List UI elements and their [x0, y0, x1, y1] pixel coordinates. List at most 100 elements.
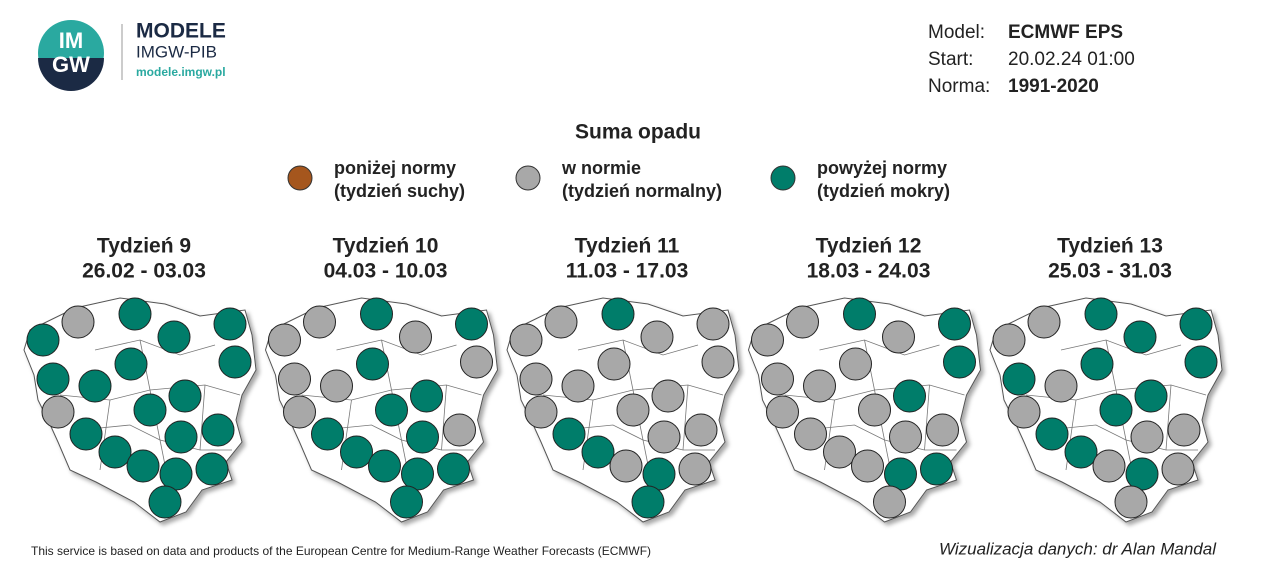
region-border: [682, 384, 689, 451]
station-marker: [41, 395, 75, 429]
week-dates: 18.03 - 24.03: [807, 260, 931, 283]
station-marker: [920, 452, 953, 486]
station-marker: [133, 393, 167, 427]
logo-text: GW: [52, 52, 90, 77]
station-marker: [164, 420, 198, 454]
station-marker: [159, 457, 193, 491]
station-marker: [278, 362, 311, 396]
station-marker: [601, 297, 635, 331]
station-marker: [406, 420, 439, 454]
legend-text: powyżej normy: [817, 158, 947, 178]
station-marker: [992, 323, 1026, 357]
org: IMGW-PIB: [136, 42, 217, 61]
station-marker: [642, 457, 676, 491]
station-marker: [1125, 457, 1159, 491]
legend-text: w normie: [561, 158, 641, 178]
station-marker: [631, 485, 665, 519]
week-title: Tydzień 13: [1057, 235, 1163, 258]
station-marker: [69, 417, 103, 451]
region-border: [1060, 339, 1182, 356]
url: modele.imgw.pl: [136, 65, 226, 79]
region-border: [199, 384, 206, 451]
station-marker: [78, 369, 112, 403]
brand: MODELE: [136, 20, 226, 43]
station-marker: [410, 379, 443, 413]
station-marker: [455, 307, 488, 341]
station-marker: [460, 345, 493, 379]
station-marker: [943, 345, 976, 379]
station-marker: [283, 395, 316, 429]
info-label: Start:: [928, 49, 973, 70]
station-marker: [311, 417, 344, 451]
station-marker: [1179, 307, 1213, 341]
station-marker: [766, 395, 799, 429]
station-marker: [1130, 420, 1164, 454]
region-border: [441, 384, 447, 451]
station-marker: [26, 323, 60, 357]
station-marker: [303, 305, 336, 339]
station-marker: [201, 413, 235, 447]
station-marker: [168, 379, 202, 413]
week-dates: 04.03 - 10.03: [324, 260, 448, 283]
logo-text: IM: [59, 28, 83, 53]
station-marker: [1114, 485, 1148, 519]
station-marker: [268, 323, 301, 357]
footer-left: This service is based on data and produc…: [31, 544, 651, 558]
station-marker: [1099, 393, 1133, 427]
station-marker: [195, 452, 229, 486]
station-marker: [399, 320, 432, 354]
station-marker: [1123, 320, 1157, 354]
station-marker: [36, 362, 70, 396]
station-marker: [544, 305, 578, 339]
logo-lower: [38, 58, 104, 91]
station-marker: [356, 347, 389, 381]
region-border: [1165, 384, 1172, 451]
station-marker: [157, 320, 191, 354]
station-marker: [1027, 305, 1061, 339]
station-marker: [581, 435, 615, 469]
station-marker: [509, 323, 543, 357]
station-marker: [889, 420, 922, 454]
station-marker: [552, 417, 586, 451]
station-marker: [1184, 345, 1218, 379]
station-marker: [696, 307, 730, 341]
station-marker: [1044, 369, 1078, 403]
station-marker: [893, 379, 926, 413]
station-marker: [823, 435, 856, 469]
legend-swatch: [515, 165, 541, 191]
station-marker: [647, 420, 681, 454]
station-marker: [443, 413, 476, 447]
info-value: ECMWF EPS: [1008, 22, 1123, 43]
station-marker: [1064, 435, 1098, 469]
info-label: Norma:: [928, 76, 990, 97]
info-value: 1991-2020: [1008, 76, 1099, 97]
legend-text: poniżej normy: [334, 158, 456, 178]
station-marker: [1134, 379, 1168, 413]
week-dates: 11.03 - 17.03: [566, 260, 689, 283]
station-marker: [1035, 417, 1069, 451]
week-title: Tydzień 12: [816, 235, 922, 258]
station-marker: [320, 369, 353, 403]
station-marker: [340, 435, 373, 469]
station-marker: [651, 379, 685, 413]
week-title: Tydzień 11: [575, 235, 680, 258]
title: Suma opadu: [575, 121, 701, 144]
station-marker: [368, 449, 401, 483]
station-marker: [218, 345, 252, 379]
station-marker: [786, 305, 819, 339]
week-dates: 25.03 - 31.03: [1048, 260, 1172, 283]
station-marker: [616, 393, 650, 427]
week-title: Tydzień 9: [97, 235, 191, 258]
week-title: Tydzień 10: [333, 235, 439, 258]
station-marker: [803, 369, 836, 403]
legend-text: (tydzień suchy): [334, 181, 465, 201]
station-marker: [148, 485, 182, 519]
logo: IM GW MODELE IMGW-PIB modele.imgw.pl: [38, 20, 226, 91]
station-marker: [1161, 452, 1195, 486]
station-marker: [524, 395, 558, 429]
station-marker: [851, 449, 884, 483]
legend-text: (tydzień normalny): [562, 181, 722, 201]
legend-text: (tydzień mokry): [817, 181, 950, 201]
station-marker: [751, 323, 784, 357]
station-marker: [678, 452, 712, 486]
